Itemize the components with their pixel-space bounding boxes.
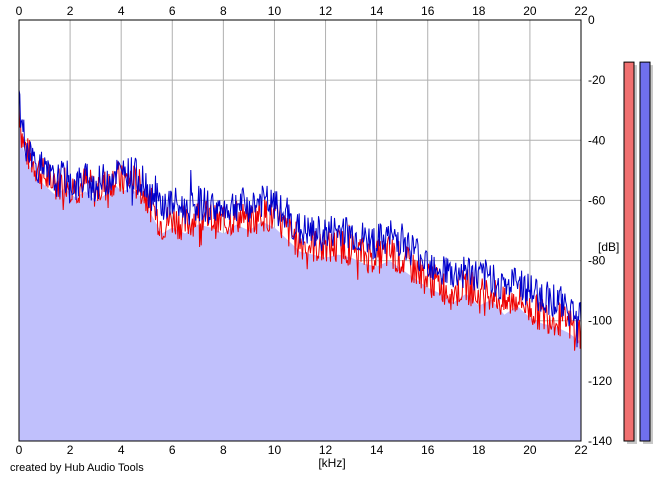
x-axis-label: [kHz] — [318, 456, 345, 470]
x-tick-label-bottom: 16 — [421, 443, 435, 457]
y-tick-label: -40 — [588, 133, 606, 147]
y-tick-label: -140 — [588, 434, 612, 448]
credit-text: created by Hub Audio Tools — [10, 462, 144, 474]
y-tick-label: -20 — [588, 73, 606, 87]
x-tick-label-top: 8 — [220, 4, 227, 18]
plot-frame — [18, 19, 582, 442]
x-tick-label-bottom: 14 — [370, 443, 384, 457]
x-tick-label-top: 22 — [574, 4, 588, 18]
series-line — [18, 90, 582, 348]
x-tick-label-bottom: 6 — [169, 443, 176, 457]
x-tick-label-top: 20 — [523, 4, 537, 18]
spectrum-fill-area — [19, 113, 581, 441]
x-tick-label-top: 14 — [370, 4, 384, 18]
y-tick-label: -80 — [588, 254, 606, 268]
x-tick-label-bottom: 0 — [16, 443, 23, 457]
x-tick-label-top: 0 — [16, 4, 23, 18]
x-tick-label-bottom: 2 — [67, 443, 74, 457]
level-meter-right — [639, 61, 651, 442]
x-tick-label-top: 2 — [67, 4, 74, 18]
x-tick-label-bottom: 12 — [319, 443, 333, 457]
x-tick-label-top: 4 — [118, 4, 125, 18]
y-tick-label: 0 — [588, 13, 595, 27]
x-tick-label-top: 18 — [472, 4, 486, 18]
y-ticks: 0 -20 -40 -60 -80 -100 -120 -140 — [588, 13, 612, 448]
y-tick-label: -120 — [588, 374, 612, 388]
x-tick-label-bottom: 8 — [220, 443, 227, 457]
y-axis-label: [dB] — [598, 240, 619, 254]
level-meters — [623, 61, 653, 444]
y-tick-label: -60 — [588, 193, 606, 207]
series-lines — [18, 90, 582, 351]
x-tick-label-top: 12 — [319, 4, 333, 18]
x-ticks-bottom: 0 2 4 6 8 10 12 14 16 18 20 22 — [16, 443, 588, 457]
y-tick-label: -100 — [588, 314, 612, 328]
x-tick-label-top: 6 — [169, 4, 176, 18]
x-tick-label-bottom: 22 — [574, 443, 588, 457]
x-tick-label-top: 10 — [268, 4, 282, 18]
x-tick-label-bottom: 20 — [523, 443, 537, 457]
level-meter-left — [623, 61, 635, 442]
x-tick-label-bottom: 4 — [118, 443, 125, 457]
x-tick-label-bottom: 10 — [268, 443, 282, 457]
x-tick-label-top: 16 — [421, 4, 435, 18]
x-tick-label-bottom: 18 — [472, 443, 486, 457]
x-ticks-top: 0 2 4 6 8 10 12 14 16 18 20 22 — [16, 4, 588, 18]
